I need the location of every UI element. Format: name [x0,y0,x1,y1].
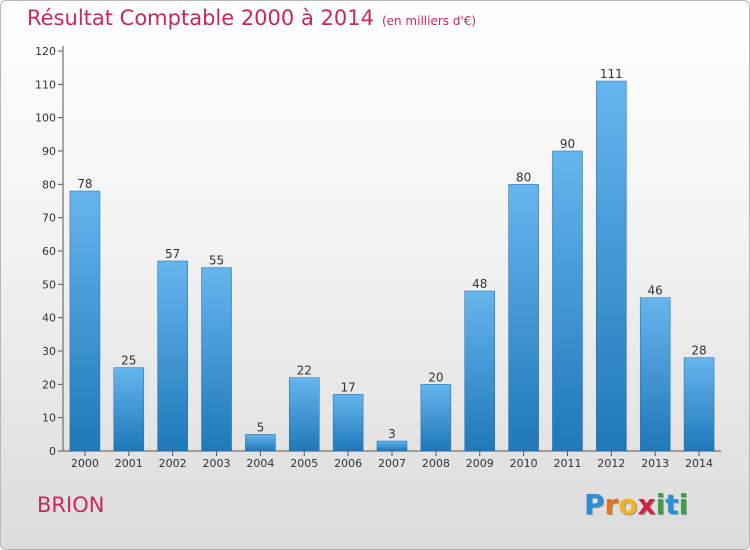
y-tick-label: 30 [42,345,56,358]
data-label: 90 [560,137,575,151]
bar [113,367,145,452]
x-tick-label: 2001 [115,457,143,470]
y-tick-label: 110 [35,78,56,91]
x-tick-label: 2004 [246,457,274,470]
data-label: 78 [77,177,92,191]
bar [245,434,276,452]
x-tick-label: 2003 [203,457,231,470]
chart-title-text: Résultat Comptable 2000 à 2014 [27,6,374,30]
x-tick-label: 2006 [334,457,362,470]
y-tick-label: 0 [49,445,56,458]
y-tick-label: 90 [42,145,56,158]
data-label: 28 [691,344,706,358]
data-label: 57 [165,247,180,261]
bar [508,184,539,452]
data-label: 55 [209,254,224,268]
bar [157,260,188,452]
data-label: 48 [472,277,487,291]
x-tick-label: 2010 [510,457,538,470]
y-tick-label: 20 [42,378,56,391]
x-tick-label: 2013 [641,457,669,470]
data-label: 111 [600,67,623,81]
bar [464,290,495,452]
bar [639,297,671,452]
bar [376,440,408,452]
data-label: 5 [257,420,265,434]
x-tick-label: 2000 [71,457,99,470]
proxiti-logo: Proxiti [584,488,688,521]
x-tick-label: 2009 [466,457,494,470]
logo-letter: i [678,488,689,521]
data-label: 20 [428,370,443,384]
bar [683,357,715,452]
y-tick-label: 40 [42,312,56,325]
x-tick-label: 2014 [685,457,713,470]
data-label: 3 [388,427,396,441]
bar [289,377,320,452]
y-tick-label: 60 [42,245,56,258]
logo-letter: t [665,488,679,521]
data-label: 25 [121,354,136,368]
data-label: 80 [516,170,531,184]
x-tick-label: 2007 [378,457,406,470]
data-label: 22 [297,364,312,378]
bar [201,267,232,452]
data-label: 46 [648,284,663,298]
chart-subtitle: (en milliers d'€) [381,14,477,28]
y-tick-label: 100 [35,112,56,125]
data-label: 17 [340,380,355,394]
y-tick-label: 70 [42,212,56,225]
logo-letter: i [655,488,666,521]
bar [332,394,364,452]
y-tick-label: 80 [42,178,56,191]
logo-letter: o [618,488,638,521]
bar [552,150,583,452]
bar [596,80,627,452]
x-tick-label: 2011 [553,457,581,470]
y-tick-label: 120 [35,45,56,58]
bar [69,190,101,452]
x-tick-label: 2002 [159,457,187,470]
x-tick-label: 2005 [290,457,318,470]
x-tick-label: 2012 [597,457,625,470]
chart-title: Résultat Comptable 2000 à 2014 (en millie… [27,6,476,30]
x-tick-label: 2008 [422,457,450,470]
logo-letter: P [584,488,605,521]
y-tick-label: 10 [42,412,56,425]
commune-name: BRION [37,493,105,517]
logo-letter: x [637,488,656,521]
bar [420,384,452,452]
y-tick-label: 50 [42,278,56,291]
logo-letter: r [604,488,619,521]
